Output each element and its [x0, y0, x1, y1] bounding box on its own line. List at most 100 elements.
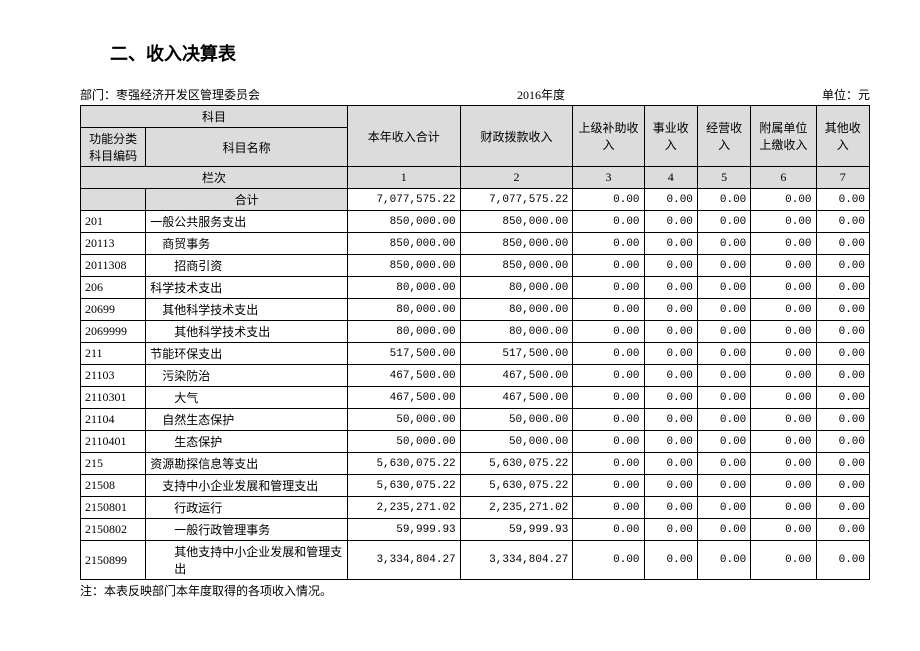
unit-label: 单位：元 [822, 86, 870, 103]
table-body: 合计 7,077,575.22 7,077,575.22 0.00 0.00 0… [81, 189, 870, 580]
row-name: 招商引资 [146, 255, 348, 277]
header-col-3: 上级补助收入 [573, 106, 644, 167]
row-name: 其他支持中小企业发展和管理支出 [146, 541, 348, 580]
row-value-3: 0.00 [573, 255, 644, 277]
lanci-5: 5 [697, 167, 750, 189]
year-label: 2016年度 [517, 86, 565, 103]
row-value-4: 0.00 [644, 211, 697, 233]
row-value-5: 0.00 [697, 299, 750, 321]
row-value-3: 0.00 [573, 519, 644, 541]
table-row: 2110401生态保护50,000.0050,000.000.000.000.0… [81, 431, 870, 453]
row-value-7: 0.00 [816, 541, 869, 580]
row-code: 215 [81, 453, 146, 475]
row-value-4: 0.00 [644, 299, 697, 321]
row-name: 行政运行 [146, 497, 348, 519]
row-value-3: 0.00 [573, 277, 644, 299]
header-name: 科目名称 [146, 128, 348, 167]
row-value-4: 0.00 [644, 277, 697, 299]
row-value-5: 0.00 [697, 497, 750, 519]
sum-v3: 0.00 [573, 189, 644, 211]
row-value-1: 50,000.00 [347, 409, 460, 431]
header-col-6: 附属单位上缴收入 [751, 106, 816, 167]
row-value-5: 0.00 [697, 277, 750, 299]
row-value-6: 0.00 [751, 299, 816, 321]
row-name: 科学技术支出 [146, 277, 348, 299]
sum-row: 合计 7,077,575.22 7,077,575.22 0.00 0.00 0… [81, 189, 870, 211]
row-value-3: 0.00 [573, 431, 644, 453]
row-value-7: 0.00 [816, 409, 869, 431]
row-code: 2110401 [81, 431, 146, 453]
row-value-5: 0.00 [697, 431, 750, 453]
row-value-3: 0.00 [573, 387, 644, 409]
row-value-4: 0.00 [644, 321, 697, 343]
row-value-4: 0.00 [644, 475, 697, 497]
row-code: 2069999 [81, 321, 146, 343]
row-value-2: 50,000.00 [460, 409, 573, 431]
sum-v4: 0.00 [644, 189, 697, 211]
row-code: 21104 [81, 409, 146, 431]
row-value-1: 80,000.00 [347, 321, 460, 343]
sum-code [81, 189, 146, 211]
row-value-6: 0.00 [751, 365, 816, 387]
table-row: 211节能环保支出517,500.00517,500.000.000.000.0… [81, 343, 870, 365]
table-row: 2011308招商引资850,000.00850,000.000.000.000… [81, 255, 870, 277]
row-value-5: 0.00 [697, 409, 750, 431]
row-value-4: 0.00 [644, 343, 697, 365]
lanci-row: 栏次 1 2 3 4 5 6 7 [81, 167, 870, 189]
header-col-7: 其他收入 [816, 106, 869, 167]
row-value-1: 850,000.00 [347, 255, 460, 277]
row-value-3: 0.00 [573, 541, 644, 580]
row-value-2: 850,000.00 [460, 211, 573, 233]
row-code: 2150899 [81, 541, 146, 580]
row-value-1: 467,500.00 [347, 387, 460, 409]
row-value-6: 0.00 [751, 497, 816, 519]
row-value-1: 80,000.00 [347, 277, 460, 299]
row-value-6: 0.00 [751, 233, 816, 255]
row-value-2: 2,235,271.02 [460, 497, 573, 519]
row-value-3: 0.00 [573, 497, 644, 519]
row-value-4: 0.00 [644, 365, 697, 387]
row-value-1: 467,500.00 [347, 365, 460, 387]
row-value-5: 0.00 [697, 343, 750, 365]
row-name: 商贸事务 [146, 233, 348, 255]
table-row: 2150801行政运行2,235,271.022,235,271.020.000… [81, 497, 870, 519]
row-value-7: 0.00 [816, 475, 869, 497]
row-value-4: 0.00 [644, 453, 697, 475]
row-name: 一般公共服务支出 [146, 211, 348, 233]
row-value-2: 5,630,075.22 [460, 475, 573, 497]
lanci-1: 1 [347, 167, 460, 189]
row-value-7: 0.00 [816, 255, 869, 277]
row-value-2: 80,000.00 [460, 321, 573, 343]
row-value-7: 0.00 [816, 321, 869, 343]
row-value-6: 0.00 [751, 211, 816, 233]
header-code: 功能分类科目编码 [81, 128, 146, 167]
row-code: 211 [81, 343, 146, 365]
row-code: 2150801 [81, 497, 146, 519]
header-col-1: 本年收入合计 [347, 106, 460, 167]
row-value-1: 50,000.00 [347, 431, 460, 453]
row-value-1: 850,000.00 [347, 233, 460, 255]
income-table: 科目 本年收入合计 财政拨款收入 上级补助收入 事业收入 经营收入 附属单位上缴… [80, 105, 870, 580]
row-value-1: 5,630,075.22 [347, 475, 460, 497]
row-code: 21508 [81, 475, 146, 497]
row-code: 2150802 [81, 519, 146, 541]
meta-row: 部门：枣强经济开发区管理委员会 2016年度 单位：元 [80, 86, 870, 103]
row-value-7: 0.00 [816, 277, 869, 299]
table-row: 21103污染防治467,500.00467,500.000.000.000.0… [81, 365, 870, 387]
row-value-3: 0.00 [573, 233, 644, 255]
row-value-3: 0.00 [573, 365, 644, 387]
row-value-3: 0.00 [573, 453, 644, 475]
row-value-1: 80,000.00 [347, 299, 460, 321]
sum-v1: 7,077,575.22 [347, 189, 460, 211]
row-name: 其他科学技术支出 [146, 321, 348, 343]
row-value-2: 850,000.00 [460, 233, 573, 255]
row-value-7: 0.00 [816, 233, 869, 255]
row-value-6: 0.00 [751, 431, 816, 453]
table-row: 2069999其他科学技术支出80,000.0080,000.000.000.0… [81, 321, 870, 343]
header-col-4: 事业收入 [644, 106, 697, 167]
row-value-2: 80,000.00 [460, 277, 573, 299]
dept-label: 部门：枣强经济开发区管理委员会 [80, 86, 260, 103]
sum-v7: 0.00 [816, 189, 869, 211]
row-value-4: 0.00 [644, 519, 697, 541]
row-value-5: 0.00 [697, 475, 750, 497]
